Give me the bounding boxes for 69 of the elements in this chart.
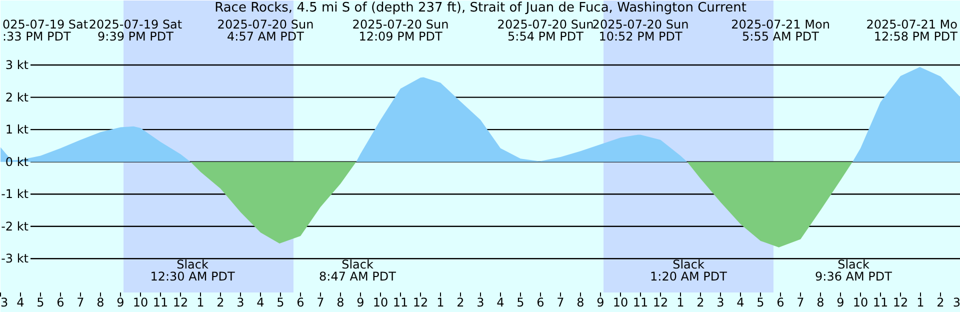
x-tick-label: 5 [516, 296, 524, 310]
x-tick-label: 10 [612, 296, 628, 310]
annotation: 2025-07-20 Sun 4:57 AM PDT [217, 18, 314, 44]
annotation: 2025-07-20 Sun 5:54 PM PDT [497, 18, 594, 44]
x-tick-label: 1 [676, 296, 684, 310]
x-tick-label: 12 [412, 296, 428, 310]
x-tick-label: 11 [152, 296, 168, 310]
x-tick-label: 3 [476, 296, 484, 310]
x-tick-label: 8 [96, 296, 104, 310]
y-tick-label: 2 kt [5, 90, 29, 104]
x-tick-label: 6 [296, 296, 304, 310]
x-tick-label: 11 [632, 296, 648, 310]
x-tick-label: 1 [916, 296, 924, 310]
x-tick-label: 8 [816, 296, 824, 310]
x-tick-label: 9 [116, 296, 124, 310]
x-tick-label: 6 [776, 296, 784, 310]
x-tick-label: 6 [536, 296, 544, 310]
x-tick-label: 2 [456, 296, 464, 310]
x-tick-label: 7 [556, 296, 564, 310]
x-tick-label: 12 [892, 296, 908, 310]
x-tick-label: 10 [372, 296, 388, 310]
x-tick-label: 4 [16, 296, 24, 310]
x-tick-label: 2 [936, 296, 944, 310]
annotation: 025-07-19 Sat :33 PM PDT [2, 18, 88, 44]
x-tick-label: 7 [76, 296, 84, 310]
x-tick-label: 1 [436, 296, 444, 310]
y-tick-label: 1 kt [5, 122, 29, 137]
x-tick-label: 4 [256, 296, 264, 310]
annotation: 2025-07-20 Sun 12:09 PM PDT [352, 18, 449, 44]
x-tick-label: 4 [736, 296, 744, 310]
x-tick-label: 3 [236, 296, 244, 310]
annotation: Slack 9:36 AM PDT [815, 258, 893, 284]
x-tick-label: 5 [276, 296, 284, 310]
y-tick-label: 3 kt [5, 58, 29, 72]
x-tick-label: 3 [952, 296, 960, 310]
x-tick-label: 9 [836, 296, 844, 310]
x-tick-label: 1 [196, 296, 204, 310]
chart-title: Race Rocks, 4.5 mi S of (depth 237 ft), Strait of Juan de Fuca, Washington Current [214, 0, 746, 16]
x-tick-label: 12 [172, 296, 188, 310]
x-tick-label: 4 [496, 296, 504, 310]
x-tick-label: 8 [576, 296, 584, 310]
x-tick-label: 2 [696, 296, 704, 310]
x-tick-label: 5 [36, 296, 44, 310]
x-tick-label: 2 [216, 296, 224, 310]
y-tick-label: 0 kt [5, 154, 29, 169]
x-tick-label: 3 [0, 296, 8, 310]
x-tick-label: 8 [336, 296, 344, 310]
annotation: Slack 8:47 AM PDT [319, 258, 397, 284]
x-tick-label: 11 [872, 296, 888, 310]
y-tick-label: -3 kt [1, 252, 29, 266]
annotation: 2025-07-21 Mon 5:55 AM PDT [731, 18, 830, 44]
annotation: Slack 1:20 AM PDT [650, 258, 728, 284]
x-tick-label: 7 [796, 296, 804, 310]
y-tick-label: -2 kt [1, 219, 29, 234]
x-tick-label: 5 [756, 296, 764, 310]
annotation: 2025-07-19 Sat 9:39 PM PDT [88, 18, 182, 44]
x-tick-label: 10 [132, 296, 148, 310]
y-tick-label: -1 kt [1, 187, 29, 202]
x-tick-label: 10 [852, 296, 868, 310]
x-tick-label: 6 [56, 296, 64, 310]
x-tick-label: 7 [316, 296, 324, 310]
x-tick-label: 9 [356, 296, 364, 310]
x-tick-label: 11 [392, 296, 408, 310]
x-tick-label: 3 [716, 296, 724, 310]
x-tick-label: 12 [652, 296, 668, 310]
annotation: Slack 12:30 AM PDT [150, 258, 236, 284]
annotation: 2025-07-20 Sun 10:52 PM PDT [592, 18, 689, 44]
x-tick-label: 9 [596, 296, 604, 310]
annotation: 2025-07-21 Mo 12:58 PM PDT [866, 18, 958, 44]
